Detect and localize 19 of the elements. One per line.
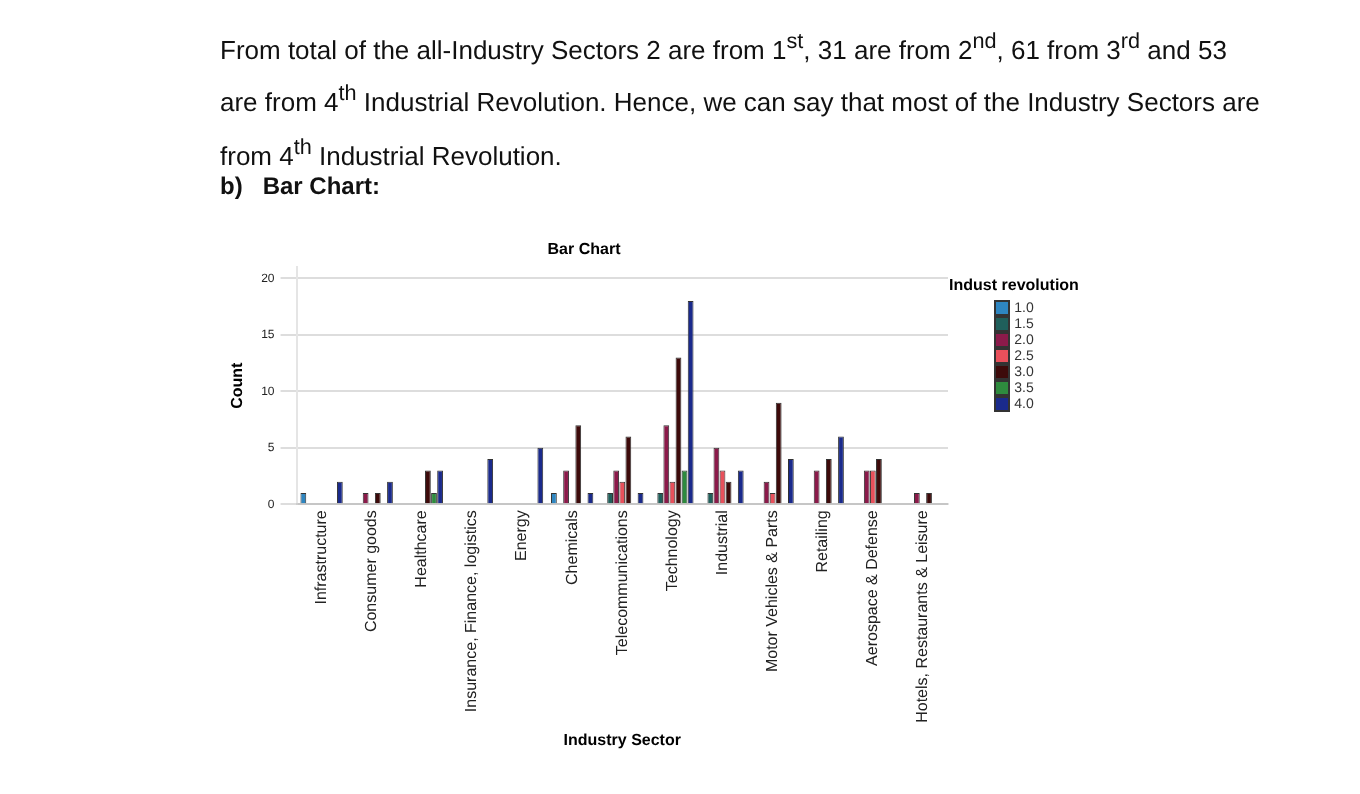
x-axis-title: Industry Sector <box>563 730 681 749</box>
x-tick-label: Chemicals <box>562 510 581 585</box>
x-tick-label: Aerospace & Defense <box>863 509 882 666</box>
x-tick-label: Retailing <box>813 510 832 573</box>
y-axis-title: Count <box>228 361 247 409</box>
x-tick-label: Healthcare <box>412 509 431 588</box>
text: From total of the all-Industry Sectors 2 are from 1$^{st}$, 31 are from 2$^{nd}$, 61 from 3$^{rd}$ and 53 are from 4$^{th}$ Industrial Revolution. Hence, we can say that most of the Industry Sectors are from 4$^{th}$ Industrial Revolution. <box>220 30 1260 170</box>
legend-title: Indust revolution <box>947 276 1081 294</box>
x-tick-label: Insurance, Finance, logistics <box>462 510 481 713</box>
x-tick-label: Technology <box>662 510 681 592</box>
x-tick-label: Telecommunications <box>612 510 631 656</box>
x-tick-label: Industrial <box>712 509 731 576</box>
x-tick-label: Infrastructure <box>312 509 331 605</box>
x-tick-label: Consumer goods <box>362 510 381 633</box>
x-tick-label: Motor Vehicles & Parts <box>763 510 782 673</box>
chart-title: Bar Chart <box>547 240 622 259</box>
x-tick-label: Energy <box>512 510 531 561</box>
text: b) Bar Chart: <box>220 172 381 200</box>
x-tick-label: Hotels, Restaurants & Leisure <box>913 509 932 723</box>
